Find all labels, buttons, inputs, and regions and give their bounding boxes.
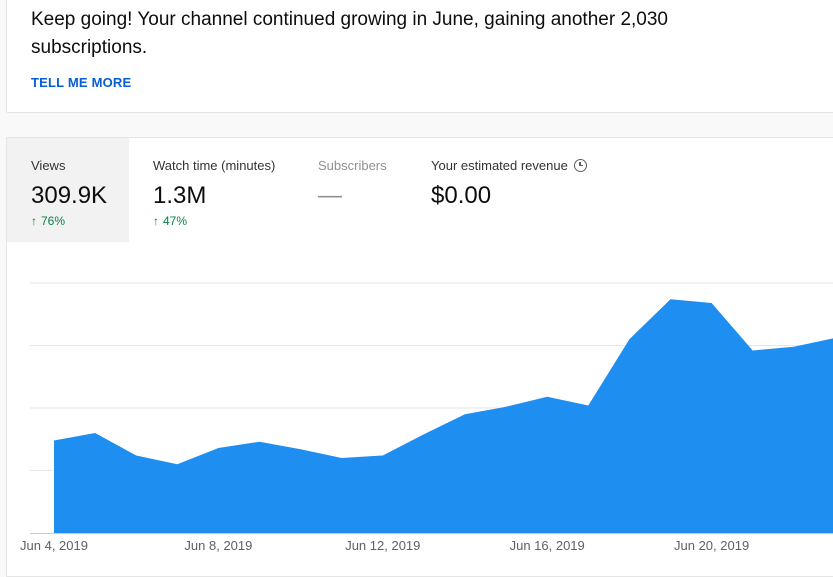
views-change: ↑ 76% <box>31 214 129 228</box>
revenue-label-text: Your estimated revenue <box>431 158 568 173</box>
insight-card: Keep going! Your channel continued growi… <box>6 0 833 113</box>
tab-views[interactable]: Views 309.9K ↑ 76% <box>7 138 129 242</box>
tab-estimated-revenue[interactable]: Your estimated revenue $0.00 <box>407 138 607 242</box>
revenue-label: Your estimated revenue <box>431 158 607 173</box>
watch-time-change: ↑ 47% <box>153 214 293 228</box>
clock-icon[interactable] <box>573 159 587 172</box>
views-value: 309.9K <box>31 182 108 209</box>
analytics-card: Views 309.9K ↑ 76% Watch time (minutes) … <box>6 137 833 577</box>
watch-time-label: Watch time (minutes) <box>153 158 276 173</box>
arrow-up-icon: ↑ <box>153 214 159 228</box>
insight-message: Keep going! Your channel continued growi… <box>31 9 669 58</box>
tell-me-more-link[interactable]: TELL ME MORE <box>31 75 132 90</box>
watch-time-value: 1.3M <box>153 182 207 209</box>
views-change-value: 76% <box>41 214 66 228</box>
tab-watch-time[interactable]: Watch time (minutes) 1.3M ↑ 47% <box>129 138 293 242</box>
arrow-up-icon: ↑ <box>31 214 37 228</box>
views-label: Views <box>31 158 66 173</box>
subscribers-value: — <box>318 182 342 209</box>
watch-time-change-value: 47% <box>163 214 188 228</box>
tab-subscribers[interactable]: Subscribers — <box>294 138 404 242</box>
subscribers-label: Subscribers <box>318 158 387 173</box>
revenue-value: $0.00 <box>431 182 492 209</box>
